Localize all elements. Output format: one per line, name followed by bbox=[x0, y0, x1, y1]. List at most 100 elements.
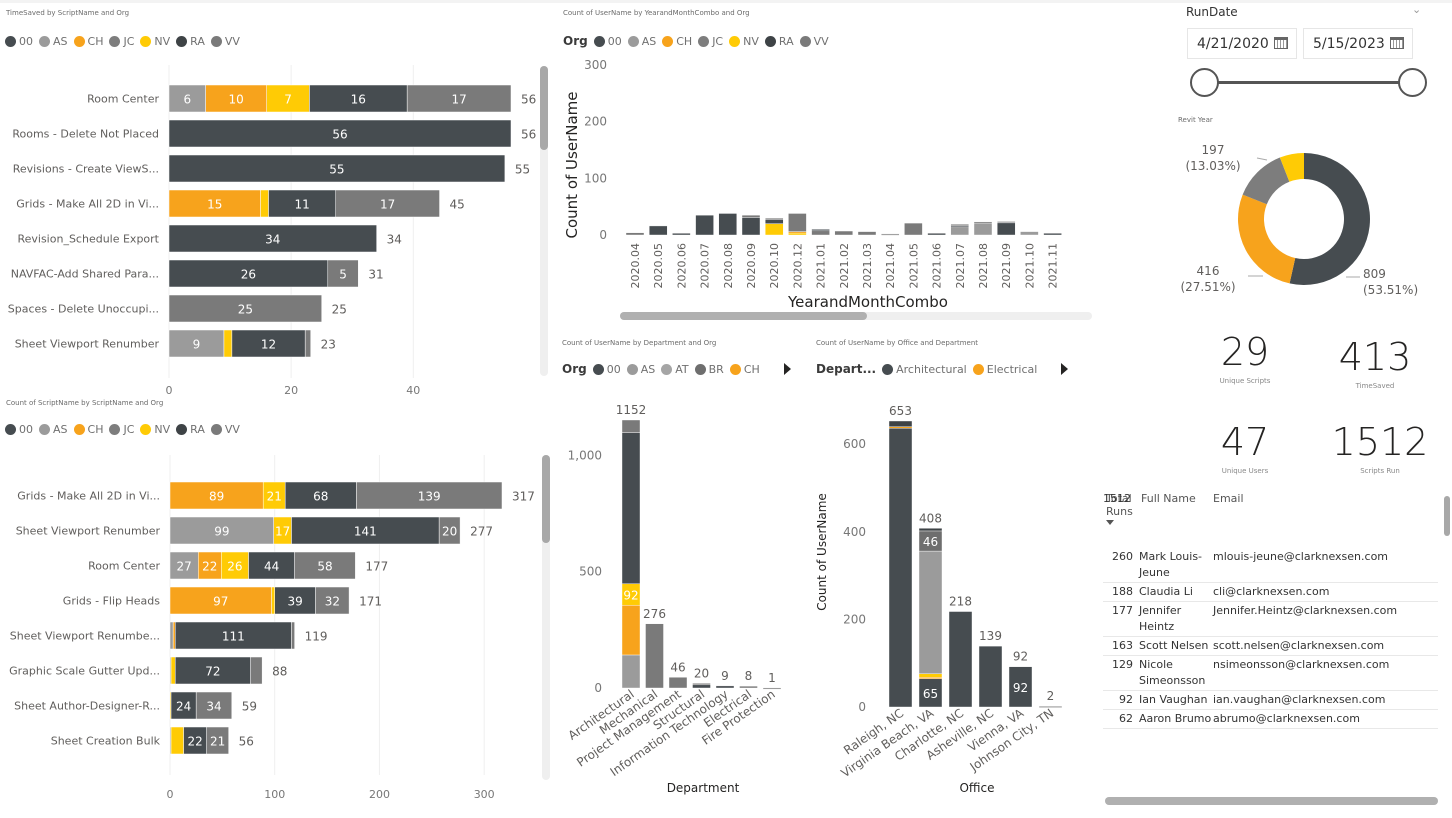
scrollbar-thumb[interactable] bbox=[540, 66, 548, 150]
bar-segment[interactable] bbox=[168, 294, 322, 323]
bar-segment[interactable] bbox=[741, 217, 761, 236]
legend-item-jc[interactable]: JC bbox=[109, 423, 134, 436]
bar-segment[interactable] bbox=[648, 225, 668, 236]
bar-segment[interactable] bbox=[268, 189, 336, 218]
bar-segment[interactable] bbox=[695, 214, 714, 236]
legend-item-ch[interactable]: CH bbox=[73, 423, 103, 436]
bar-segment[interactable] bbox=[170, 726, 184, 755]
bar-segment[interactable] bbox=[834, 230, 853, 236]
bar-segment[interactable] bbox=[170, 656, 176, 685]
bar-segment[interactable] bbox=[172, 621, 176, 650]
start-date-input[interactable]: 4/21/2020 bbox=[1187, 28, 1297, 59]
bar-segment[interactable] bbox=[174, 656, 251, 685]
table-row[interactable]: 129 Nicole Simeonsson nsimeonsson@clarknex… bbox=[1103, 656, 1438, 691]
legend-item-jc[interactable]: JC bbox=[698, 35, 723, 48]
bar-segment[interactable] bbox=[248, 551, 295, 580]
legend-item-ch[interactable]: CH bbox=[73, 35, 103, 48]
bar-segment[interactable] bbox=[315, 586, 350, 615]
legend-item-ch[interactable]: CH bbox=[729, 363, 760, 376]
bar-segment[interactable] bbox=[168, 259, 329, 288]
donut-slice[interactable] bbox=[1279, 153, 1304, 182]
bar-segment[interactable] bbox=[692, 683, 711, 686]
bar-segment[interactable] bbox=[327, 259, 359, 288]
bar-segment[interactable] bbox=[764, 223, 784, 236]
header-email[interactable]: Email bbox=[1213, 492, 1244, 505]
bar-segment[interactable] bbox=[356, 481, 503, 510]
timesaved-legend[interactable]: 00 AS CH JC NV RA VV bbox=[5, 35, 246, 48]
table-row[interactable]: 260 Mark Louis-Jeune mlouis-jeune@clarknex… bbox=[1103, 548, 1438, 583]
bar-segment[interactable] bbox=[762, 687, 782, 690]
donut-slice[interactable] bbox=[1242, 157, 1290, 205]
legend-next-arrow-icon[interactable] bbox=[783, 363, 791, 375]
bar-segment[interactable] bbox=[715, 685, 735, 689]
table-vertical-scrollbar[interactable] bbox=[1444, 496, 1450, 776]
bar-segment[interactable] bbox=[169, 481, 264, 510]
bar-segment[interactable] bbox=[205, 84, 267, 113]
legend-item-as[interactable]: AS bbox=[39, 35, 68, 48]
legend-item-jc[interactable]: JC bbox=[109, 35, 134, 48]
bar-segment[interactable] bbox=[266, 84, 310, 113]
bar-segment[interactable] bbox=[206, 726, 229, 755]
table-row[interactable]: 62 Aaron Brumo abrumo@clarknexsen.com bbox=[1103, 710, 1438, 729]
legend-item-00[interactable]: 00 bbox=[5, 423, 33, 436]
scrollbar-thumb[interactable] bbox=[620, 312, 867, 320]
bar-segment[interactable] bbox=[271, 586, 275, 615]
bar-segment[interactable] bbox=[997, 221, 1016, 224]
bar-segment[interactable] bbox=[927, 233, 946, 236]
legend-item-ch[interactable]: CH bbox=[662, 35, 692, 48]
bar-segment[interactable] bbox=[1020, 231, 1039, 236]
bar-segment[interactable] bbox=[918, 528, 943, 532]
legend-item-as[interactable]: AS bbox=[627, 35, 656, 48]
bar-segment[interactable] bbox=[168, 84, 206, 113]
bar-segment[interactable] bbox=[888, 427, 913, 708]
bar-segment[interactable] bbox=[1008, 666, 1033, 708]
scriptcount-scrollbar[interactable] bbox=[542, 455, 550, 780]
bar-segment[interactable] bbox=[304, 329, 311, 358]
bar-segment[interactable] bbox=[718, 213, 738, 236]
office-legend[interactable]: Depart... Architectural Electrical bbox=[816, 362, 1069, 376]
legend-item-as[interactable]: AS bbox=[626, 363, 655, 376]
scrollbar-thumb[interactable] bbox=[542, 455, 550, 543]
bar-segment[interactable] bbox=[169, 516, 274, 545]
bar-segment[interactable] bbox=[950, 224, 969, 226]
bar-segment[interactable] bbox=[788, 231, 807, 234]
bar-segment[interactable] bbox=[918, 550, 943, 674]
bar-segment[interactable] bbox=[645, 623, 664, 689]
bar-segment[interactable] bbox=[169, 621, 174, 650]
bar-segment[interactable] bbox=[169, 586, 272, 615]
bar-segment[interactable] bbox=[168, 154, 506, 183]
bar-segment[interactable] bbox=[973, 221, 993, 224]
bar-segment[interactable] bbox=[918, 673, 943, 678]
timeline-scrollbar[interactable] bbox=[620, 312, 1092, 320]
bar-segment[interactable] bbox=[621, 654, 641, 689]
bar-segment[interactable] bbox=[335, 189, 440, 218]
donut-slice[interactable] bbox=[1238, 194, 1296, 284]
bar-segment[interactable] bbox=[857, 231, 877, 236]
bar-segment[interactable] bbox=[170, 691, 197, 720]
timesaved-chart[interactable]: 0 20 40 Room Center 6 10 7 16 17 56 Rooms - Delete… bbox=[0, 60, 540, 400]
bar-segment[interactable] bbox=[621, 604, 641, 656]
bar-segment[interactable] bbox=[168, 224, 377, 253]
slider-start-handle[interactable] bbox=[1190, 68, 1219, 97]
bar-segment[interactable] bbox=[997, 222, 1016, 236]
legend-item-00[interactable]: 00 bbox=[593, 35, 622, 48]
chevron-down-icon[interactable]: ⌄ bbox=[1412, 3, 1422, 16]
bar-segment[interactable] bbox=[764, 217, 784, 220]
legend-item-00[interactable]: 00 bbox=[5, 35, 33, 48]
end-date-input[interactable]: 5/15/2023 bbox=[1303, 28, 1413, 59]
legend-item-vv[interactable]: VV bbox=[210, 35, 240, 48]
bar-segment[interactable] bbox=[788, 213, 807, 232]
legend-item-nv[interactable]: NV bbox=[140, 423, 170, 436]
scrollbar-thumb[interactable] bbox=[1444, 496, 1450, 536]
header-full-name[interactable]: Full Name bbox=[1141, 492, 1196, 505]
legend-item-br[interactable]: BR bbox=[694, 363, 724, 376]
table-horizontal-scrollbar[interactable] bbox=[1105, 797, 1438, 805]
bar-segment[interactable] bbox=[274, 586, 316, 615]
department-legend[interactable]: Org 00 AS AT BR CH bbox=[562, 362, 791, 376]
bar-segment[interactable] bbox=[811, 230, 830, 236]
bar-segment[interactable] bbox=[888, 420, 913, 427]
bar-segment[interactable] bbox=[168, 329, 225, 358]
bar-segment[interactable] bbox=[668, 677, 688, 689]
bar-segment[interactable] bbox=[260, 189, 269, 218]
